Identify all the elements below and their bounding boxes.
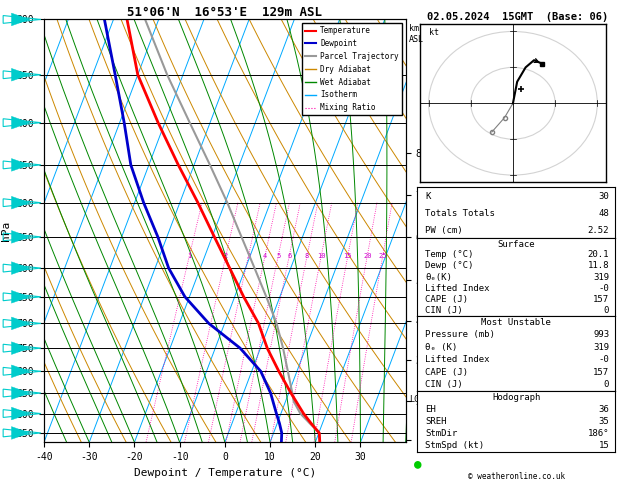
Text: km
ASL: km ASL [409, 24, 424, 44]
X-axis label: Dewpoint / Temperature (°C): Dewpoint / Temperature (°C) [134, 468, 316, 478]
Y-axis label: hPa: hPa [1, 221, 11, 241]
Text: Hodograph: Hodograph [492, 393, 540, 402]
Text: 35: 35 [598, 417, 610, 426]
Text: θₑ(K): θₑ(K) [425, 273, 452, 281]
Text: LCL: LCL [409, 395, 425, 404]
Text: 10: 10 [317, 253, 325, 259]
Text: PW (cm): PW (cm) [425, 226, 462, 235]
Polygon shape [11, 407, 30, 420]
Text: Lifted Index: Lifted Index [425, 355, 489, 364]
Text: 157: 157 [593, 368, 610, 377]
Text: 186°: 186° [587, 429, 610, 438]
Text: 5: 5 [276, 253, 281, 259]
Polygon shape [11, 69, 30, 81]
Text: 36: 36 [598, 405, 610, 414]
Text: Temp (°C): Temp (°C) [425, 250, 474, 260]
Text: EH: EH [425, 405, 436, 414]
Polygon shape [11, 365, 30, 378]
Polygon shape [11, 230, 30, 243]
Text: 993: 993 [593, 330, 610, 339]
Text: 2.52: 2.52 [587, 226, 610, 235]
Polygon shape [11, 13, 30, 26]
Text: 0: 0 [604, 306, 610, 315]
Text: Mixing Ratio (g/kg): Mixing Ratio (g/kg) [433, 225, 442, 320]
Text: 6: 6 [287, 253, 291, 259]
Text: 15: 15 [598, 441, 610, 451]
Text: 4: 4 [263, 253, 267, 259]
Title: 51°06'N  16°53'E  129m ASL: 51°06'N 16°53'E 129m ASL [127, 6, 323, 19]
Text: StmSpd (kt): StmSpd (kt) [425, 441, 484, 451]
Text: Pressure (mb): Pressure (mb) [425, 330, 495, 339]
Text: 11.8: 11.8 [587, 261, 610, 270]
Polygon shape [11, 116, 30, 129]
Text: 2: 2 [224, 253, 228, 259]
Text: K: K [425, 192, 430, 201]
Text: 15: 15 [343, 253, 352, 259]
Text: -0: -0 [598, 355, 610, 364]
Text: Totals Totals: Totals Totals [425, 209, 495, 218]
Text: 8: 8 [305, 253, 309, 259]
Polygon shape [11, 317, 30, 330]
Text: CAPE (J): CAPE (J) [425, 368, 468, 377]
Text: 30: 30 [598, 192, 610, 201]
Polygon shape [11, 387, 30, 399]
Polygon shape [11, 427, 30, 439]
Text: ●: ● [414, 457, 421, 470]
Polygon shape [11, 291, 30, 303]
Text: Dewp (°C): Dewp (°C) [425, 261, 474, 270]
Text: 319: 319 [593, 273, 610, 281]
Polygon shape [11, 196, 30, 209]
Text: -0: -0 [598, 284, 610, 293]
Text: 157: 157 [593, 295, 610, 304]
Text: 20.1: 20.1 [587, 250, 610, 260]
Text: 319: 319 [593, 343, 610, 352]
Text: 0: 0 [604, 381, 610, 389]
Text: StmDir: StmDir [425, 429, 457, 438]
Text: 25: 25 [379, 253, 387, 259]
Text: 02.05.2024  15GMT  (Base: 06): 02.05.2024 15GMT (Base: 06) [427, 12, 608, 22]
Text: 20: 20 [363, 253, 372, 259]
Text: CIN (J): CIN (J) [425, 381, 462, 389]
Legend: Temperature, Dewpoint, Parcel Trajectory, Dry Adiabat, Wet Adiabat, Isotherm, Mi: Temperature, Dewpoint, Parcel Trajectory… [302, 23, 402, 115]
Text: SREH: SREH [425, 417, 447, 426]
Text: kt: kt [428, 28, 438, 37]
Text: Most Unstable: Most Unstable [481, 318, 551, 327]
Text: 48: 48 [598, 209, 610, 218]
Polygon shape [11, 342, 30, 354]
Polygon shape [11, 158, 30, 171]
Text: θₑ (K): θₑ (K) [425, 343, 457, 352]
Text: 1: 1 [187, 253, 191, 259]
Text: © weatheronline.co.uk: © weatheronline.co.uk [467, 472, 565, 481]
Text: Surface: Surface [498, 240, 535, 249]
Text: CIN (J): CIN (J) [425, 306, 462, 315]
Text: 3: 3 [247, 253, 250, 259]
Text: Lifted Index: Lifted Index [425, 284, 489, 293]
Polygon shape [11, 262, 30, 275]
Text: CAPE (J): CAPE (J) [425, 295, 468, 304]
